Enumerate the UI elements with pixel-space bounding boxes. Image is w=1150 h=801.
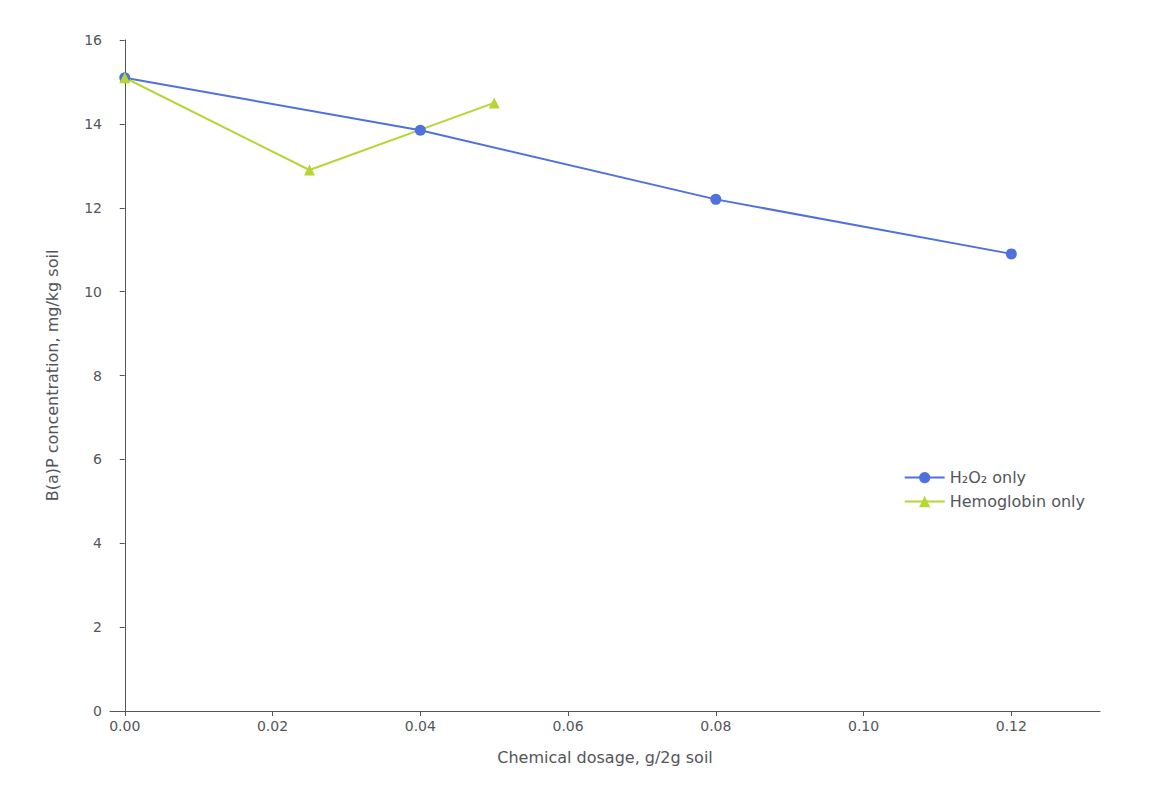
svg-text:0.06: 0.06 [552,718,583,734]
svg-text:12: 12 [84,200,102,216]
svg-text:8: 8 [93,368,102,384]
svg-text:0.04: 0.04 [405,718,436,734]
svg-text:2: 2 [93,619,102,635]
svg-text:0.00: 0.00 [109,718,140,734]
svg-text:Chemical dosage, g/2g soil: Chemical dosage, g/2g soil [497,748,713,767]
svg-text:Hemoglobin only: Hemoglobin only [950,492,1085,511]
svg-text:B(a)P concentration, mg/kg soi: B(a)P concentration, mg/kg soil [43,250,62,502]
svg-text:H₂O₂ only: H₂O₂ only [950,468,1026,487]
svg-text:4: 4 [93,535,102,551]
svg-text:6: 6 [93,451,102,467]
svg-text:14: 14 [84,116,102,132]
svg-text:0: 0 [93,703,102,719]
svg-text:0.08: 0.08 [700,718,731,734]
svg-text:0.10: 0.10 [848,718,879,734]
svg-text:0.02: 0.02 [257,718,288,734]
svg-text:10: 10 [84,284,102,300]
svg-text:16: 16 [84,32,102,48]
svg-text:0.12: 0.12 [996,718,1027,734]
